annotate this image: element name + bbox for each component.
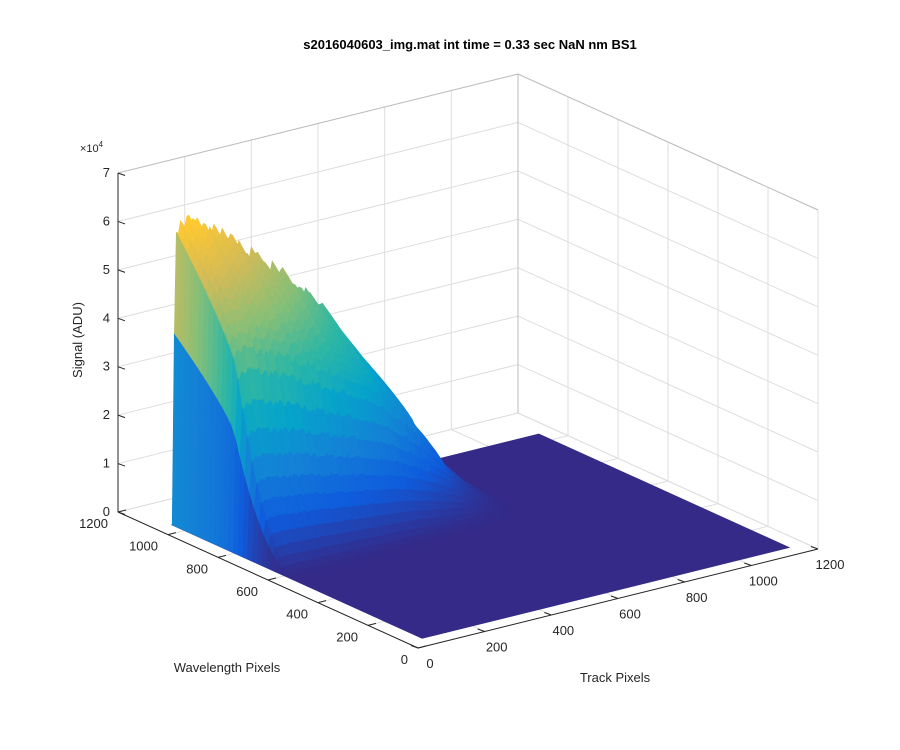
y-tick bbox=[167, 532, 177, 536]
x-tick-label: 600 bbox=[619, 607, 641, 622]
z-tick bbox=[117, 172, 126, 176]
z-tick-label: 4 bbox=[103, 310, 110, 325]
x-tick-label: 200 bbox=[486, 640, 508, 655]
y-tick-label: 400 bbox=[286, 607, 308, 622]
x-tick-label: 400 bbox=[552, 623, 574, 638]
y-tick bbox=[317, 600, 327, 604]
z-tick bbox=[117, 220, 126, 225]
axis-ticks: 0200400600800100012000200400600800100012… bbox=[79, 165, 844, 671]
y-axis-label: Wavelength Pixels bbox=[174, 660, 281, 675]
z-tick bbox=[117, 366, 126, 370]
x-tick-label: 1000 bbox=[749, 574, 778, 589]
surface-patch bbox=[286, 571, 295, 578]
y-tick-label: 200 bbox=[336, 629, 358, 644]
y-tick-label: 0 bbox=[401, 652, 408, 667]
z-tick bbox=[117, 463, 126, 467]
z-tick-label: 0 bbox=[103, 504, 110, 519]
x-tick bbox=[610, 595, 619, 599]
x-tick-label: 0 bbox=[426, 656, 433, 671]
z-tick bbox=[117, 269, 126, 273]
y-tick-label: 800 bbox=[186, 561, 208, 576]
y-tick bbox=[367, 622, 377, 626]
z-tick-label: 1 bbox=[103, 456, 110, 471]
x-tick bbox=[410, 645, 419, 649]
x-tick bbox=[544, 612, 552, 616]
surface-mesh bbox=[170, 214, 791, 639]
y-tick bbox=[117, 509, 127, 513]
z-tick-label: 2 bbox=[103, 407, 110, 422]
z-tick-label: 3 bbox=[103, 359, 110, 374]
y-tick-label: 600 bbox=[236, 584, 258, 599]
z-tick-label: 5 bbox=[103, 262, 110, 277]
x-tick bbox=[744, 562, 752, 566]
x-tick-label: 1200 bbox=[816, 557, 845, 572]
x-axis-label: Track Pixels bbox=[580, 670, 651, 685]
z-tick-label: 7 bbox=[103, 165, 110, 180]
y-tick-label: 1000 bbox=[129, 539, 158, 554]
x-tick bbox=[810, 546, 819, 550]
y-tick bbox=[217, 554, 227, 558]
z-axis-label: Signal (ADU) bbox=[70, 302, 85, 378]
y-tick bbox=[417, 645, 427, 649]
z-exponent-label: ×104 bbox=[80, 140, 104, 155]
z-tick bbox=[117, 511, 126, 515]
chart-title: s2016040603_img.mat int time = 0.33 sec … bbox=[303, 37, 637, 52]
x-tick-label: 800 bbox=[686, 590, 708, 605]
x-tick bbox=[477, 628, 485, 632]
z-tick-label: 6 bbox=[103, 213, 110, 228]
y-tick bbox=[267, 577, 277, 581]
z-tick bbox=[117, 317, 126, 322]
z-tick bbox=[117, 414, 126, 419]
y-tick-label: 1200 bbox=[79, 516, 108, 531]
surface-patch bbox=[280, 568, 288, 577]
x-tick bbox=[677, 579, 685, 583]
